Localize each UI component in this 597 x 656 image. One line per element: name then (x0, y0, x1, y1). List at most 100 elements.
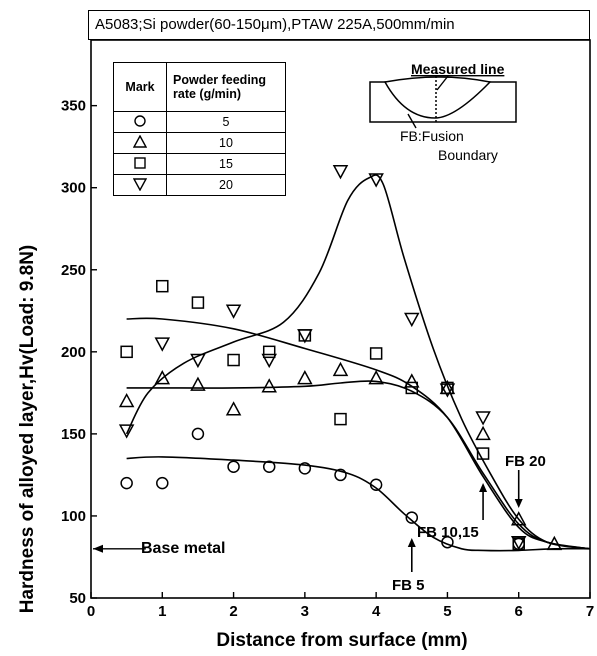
x-tick-label: 3 (301, 603, 309, 620)
data-point-triangle-down (261, 353, 277, 369)
data-point-triangle-down (332, 165, 349, 180)
legend-marker-triangle-down (113, 174, 167, 196)
y-tick-label: 100 (61, 508, 86, 525)
data-point-triangle-up (261, 378, 277, 393)
annotations: Base metal FB 5 FB 10,15 FB 20 (93, 453, 546, 594)
legend-row: 10 (113, 132, 286, 154)
data-point-triangle-up (332, 361, 349, 377)
legend-marker-square (113, 153, 167, 175)
data-point-triangle-up (510, 511, 527, 526)
legend-marker-triangle-up (113, 132, 167, 154)
data-point-circle (120, 476, 133, 490)
data-point-triangle-down (404, 312, 420, 328)
data-point-triangle-up (190, 376, 206, 391)
x-tick-label: 2 (229, 603, 237, 620)
legend-row: 15 (113, 153, 286, 175)
data-point-triangle-up (118, 392, 135, 408)
data-point-triangle-down (118, 424, 135, 439)
data-point-triangle-down (190, 353, 206, 369)
data-point-triangle-down (510, 535, 527, 551)
base-metal-label: Base metal (141, 540, 226, 557)
data-point-triangle-up (154, 370, 171, 385)
data-point-triangle-up (297, 370, 313, 385)
data-point-square (191, 296, 205, 309)
x-tick-label: 1 (158, 603, 166, 620)
legend-table: Mark Powder feeding rate (g/min) 5 10 15… (113, 62, 286, 196)
x-tick-label: 0 (87, 603, 95, 620)
x-axis-label: Distance from surface (mm) (216, 630, 468, 651)
legend-header-rate: Powder feeding rate (g/min) (166, 62, 286, 112)
fb20-arrow-head (514, 499, 523, 508)
data-point-triangle-down (225, 304, 242, 319)
fit-curve-square (126, 317, 591, 550)
fit-curve-triangle-down (125, 174, 591, 550)
inset-arrow-measured (436, 75, 449, 91)
legend-rate-value: 15 (166, 153, 286, 175)
y-tick-label: 150 (61, 426, 86, 443)
x-tick-label: 7 (586, 603, 594, 620)
x-tick-label: 6 (515, 603, 523, 620)
data-point-square (405, 381, 419, 395)
data-markers (118, 165, 563, 551)
data-point-square (156, 279, 169, 293)
data-point-circle (191, 427, 205, 441)
plot-frame (90, 39, 591, 599)
data-point-circle (405, 511, 419, 524)
y-tick-label: 250 (61, 262, 86, 279)
legend-marker-circle (113, 111, 167, 133)
data-point-circle (441, 535, 454, 549)
data-point-square (334, 412, 347, 426)
fb1015-label: FB 10,15 (417, 524, 479, 541)
legend-row: 5 (113, 111, 286, 133)
x-tick-label: 4 (372, 603, 381, 620)
legend-rate-value: 20 (166, 174, 286, 196)
inset-fb-label-2: Boundary (438, 147, 498, 163)
y-tick-label: 350 (61, 98, 86, 115)
inset-measured-label: Measured line (411, 61, 505, 77)
y-tick-label: 300 (61, 180, 86, 197)
fb5-label: FB 5 (392, 577, 425, 594)
data-point-square (476, 447, 490, 460)
data-point-circle (262, 460, 276, 473)
legend-header-row: Mark Powder feeding rate (g/min) (113, 62, 286, 112)
legend-row: 20 (113, 174, 286, 196)
data-point-triangle-up (404, 373, 420, 388)
legend-header-mark: Mark (113, 62, 167, 112)
data-point-circle (334, 468, 347, 482)
data-point-circle (369, 478, 383, 492)
fb1015-arrow-head (479, 483, 488, 492)
data-point-square (369, 347, 383, 360)
data-point-square (441, 381, 454, 395)
data-point-triangle-up (368, 370, 384, 385)
data-point-triangle-down (297, 329, 313, 344)
inset-fb-label: FB:Fusion (400, 128, 464, 144)
data-point-square (227, 353, 240, 367)
inset-weld-bead (383, 76, 492, 119)
data-point-square (262, 345, 276, 359)
y-tick-label: 50 (69, 590, 86, 607)
data-point-triangle-down (475, 411, 491, 426)
base-metal-arrowhead (93, 544, 103, 553)
data-point-triangle-down (154, 337, 171, 352)
y-axis-label: Hardness of alloyed layer,Hv(Load: 9.8N) (17, 244, 38, 614)
data-point-circle (227, 460, 240, 473)
fb5-arrow-head (407, 538, 416, 547)
x-tick-label: 5 (443, 603, 451, 620)
legend-rate-value: 5 (166, 111, 286, 133)
data-point-triangle-up (475, 425, 491, 441)
fb20-label: FB 20 (505, 453, 546, 470)
legend-rate-value: 10 (166, 132, 286, 154)
data-point-square (120, 345, 133, 359)
inset-arrow-fb (407, 113, 417, 129)
axes: 0 1 2 3 4 5 6 7 50 100 150 200 250 300 350 (61, 39, 594, 620)
y-tick-label: 200 (61, 344, 86, 361)
data-point-triangle-down (368, 173, 384, 188)
data-point-circle (298, 462, 312, 475)
chart-title: A5083;Si powder(60-150μm),PTAW 225A,500m… (88, 10, 590, 40)
data-point-triangle-down (439, 383, 456, 398)
data-point-triangle-up (546, 535, 563, 551)
data-point-triangle-up (225, 401, 242, 416)
data-point-circle (156, 476, 169, 490)
fusion-boundary-inset: Measured line FB:Fusion Boundary (369, 61, 517, 163)
